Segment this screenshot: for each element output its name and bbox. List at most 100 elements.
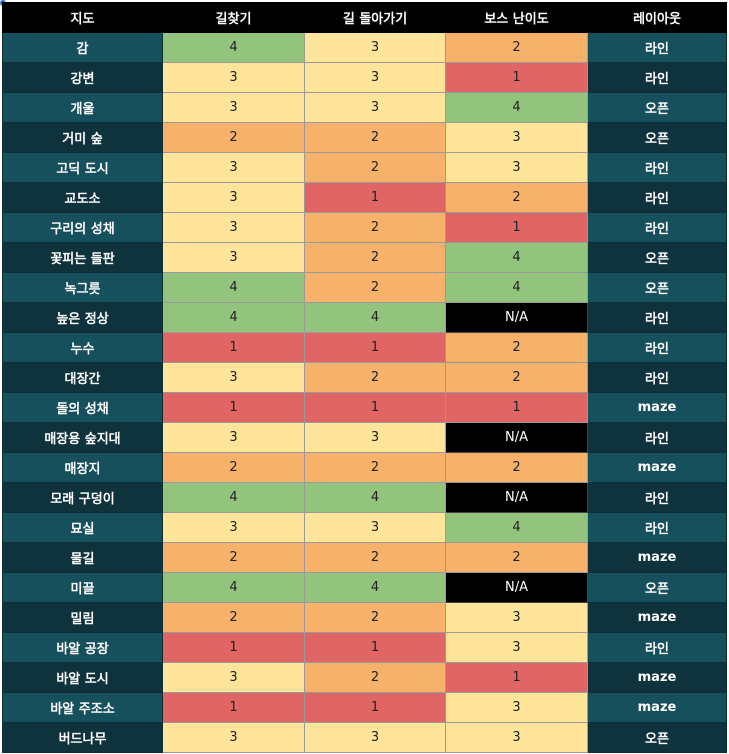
backtracking-cell[interactable]: 2 xyxy=(304,662,446,693)
map-cell[interactable]: 미끌 xyxy=(2,572,163,603)
layout-cell[interactable]: 라인 xyxy=(587,62,727,93)
pathfinding-cell[interactable]: 2 xyxy=(162,602,305,633)
backtracking-cell[interactable]: 3 xyxy=(304,32,446,63)
boss-difficulty-cell[interactable]: N/A xyxy=(445,302,588,333)
pathfinding-cell[interactable]: 1 xyxy=(162,392,305,423)
layout-cell[interactable]: 오픈 xyxy=(587,242,727,273)
pathfinding-cell[interactable]: 1 xyxy=(162,692,305,723)
pathfinding-cell[interactable]: 3 xyxy=(162,422,305,453)
pathfinding-cell[interactable]: 1 xyxy=(162,632,305,663)
header-backtracking[interactable]: 길 돌아가기 xyxy=(304,2,446,33)
map-cell[interactable]: 녹그릇 xyxy=(2,272,163,303)
boss-difficulty-cell[interactable]: 3 xyxy=(445,152,588,183)
backtracking-cell[interactable]: 1 xyxy=(304,182,446,213)
backtracking-cell[interactable]: 1 xyxy=(304,692,446,723)
boss-difficulty-cell[interactable]: N/A xyxy=(445,422,588,453)
layout-cell[interactable]: 오픈 xyxy=(587,122,727,153)
header-layout[interactable]: 레이아웃 xyxy=(587,2,727,33)
backtracking-cell[interactable]: 1 xyxy=(304,392,446,423)
map-cell[interactable]: 매장용 숲지대 xyxy=(2,422,163,453)
boss-difficulty-cell[interactable]: N/A xyxy=(445,572,588,603)
boss-difficulty-cell[interactable]: 2 xyxy=(445,182,588,213)
pathfinding-cell[interactable]: 3 xyxy=(162,62,305,93)
layout-cell[interactable]: maze xyxy=(587,392,727,423)
header-map[interactable]: 지도 xyxy=(2,2,163,33)
backtracking-cell[interactable]: 2 xyxy=(304,272,446,303)
boss-difficulty-cell[interactable]: 4 xyxy=(445,272,588,303)
map-cell[interactable]: 돌의 성채 xyxy=(2,392,163,423)
layout-cell[interactable]: 라인 xyxy=(587,212,727,243)
pathfinding-cell[interactable]: 3 xyxy=(162,242,305,273)
map-cell[interactable]: 강변 xyxy=(2,62,163,93)
map-cell[interactable]: 버드나무 xyxy=(2,722,163,753)
layout-cell[interactable]: 라인 xyxy=(587,512,727,543)
header-pathfinding[interactable]: 길찾기 xyxy=(162,2,305,33)
map-cell[interactable]: 구리의 성채 xyxy=(2,212,163,243)
pathfinding-cell[interactable]: 4 xyxy=(162,302,305,333)
layout-cell[interactable]: 라인 xyxy=(587,422,727,453)
boss-difficulty-cell[interactable]: 2 xyxy=(445,32,588,63)
layout-cell[interactable]: 라인 xyxy=(587,362,727,393)
boss-difficulty-cell[interactable]: 2 xyxy=(445,452,588,483)
pathfinding-cell[interactable]: 3 xyxy=(162,512,305,543)
map-cell[interactable]: 바알 공장 xyxy=(2,632,163,663)
pathfinding-cell[interactable]: 4 xyxy=(162,32,305,63)
boss-difficulty-cell[interactable]: 1 xyxy=(445,662,588,693)
backtracking-cell[interactable]: 3 xyxy=(304,512,446,543)
pathfinding-cell[interactable]: 3 xyxy=(162,92,305,123)
boss-difficulty-cell[interactable]: 2 xyxy=(445,542,588,573)
layout-cell[interactable]: 라인 xyxy=(587,332,727,363)
backtracking-cell[interactable]: 2 xyxy=(304,542,446,573)
backtracking-cell[interactable]: 2 xyxy=(304,212,446,243)
boss-difficulty-cell[interactable]: 4 xyxy=(445,92,588,123)
layout-cell[interactable]: maze xyxy=(587,452,727,483)
backtracking-cell[interactable]: 3 xyxy=(304,422,446,453)
map-cell[interactable]: 대장간 xyxy=(2,362,163,393)
boss-difficulty-cell[interactable]: 3 xyxy=(445,602,588,633)
boss-difficulty-cell[interactable]: 2 xyxy=(445,362,588,393)
map-cell[interactable]: 감 xyxy=(2,32,163,63)
backtracking-cell[interactable]: 2 xyxy=(304,362,446,393)
map-cell[interactable]: 물길 xyxy=(2,542,163,573)
backtracking-cell[interactable]: 3 xyxy=(304,722,446,753)
map-cell[interactable]: 바알 주조소 xyxy=(2,692,163,723)
pathfinding-cell[interactable]: 3 xyxy=(162,362,305,393)
layout-cell[interactable]: maze xyxy=(587,542,727,573)
pathfinding-cell[interactable]: 3 xyxy=(162,722,305,753)
map-cell[interactable]: 교도소 xyxy=(2,182,163,213)
layout-cell[interactable]: 라인 xyxy=(587,302,727,333)
pathfinding-cell[interactable]: 4 xyxy=(162,482,305,513)
backtracking-cell[interactable]: 2 xyxy=(304,452,446,483)
map-cell[interactable]: 거미 숲 xyxy=(2,122,163,153)
map-cell[interactable]: 누수 xyxy=(2,332,163,363)
layout-cell[interactable]: maze xyxy=(587,692,727,723)
pathfinding-cell[interactable]: 3 xyxy=(162,212,305,243)
layout-cell[interactable]: 오픈 xyxy=(587,572,727,603)
map-cell[interactable]: 고딕 도시 xyxy=(2,152,163,183)
boss-difficulty-cell[interactable]: 3 xyxy=(445,692,588,723)
pathfinding-cell[interactable]: 4 xyxy=(162,572,305,603)
layout-cell[interactable]: 오픈 xyxy=(587,272,727,303)
pathfinding-cell[interactable]: 3 xyxy=(162,152,305,183)
backtracking-cell[interactable]: 1 xyxy=(304,332,446,363)
layout-cell[interactable]: 라인 xyxy=(587,482,727,513)
backtracking-cell[interactable]: 4 xyxy=(304,572,446,603)
backtracking-cell[interactable]: 2 xyxy=(304,602,446,633)
map-cell[interactable]: 매장지 xyxy=(2,452,163,483)
header-boss-difficulty[interactable]: 보스 난이도 xyxy=(445,2,588,33)
layout-cell[interactable]: 오픈 xyxy=(587,722,727,753)
map-cell[interactable]: 모래 구덩이 xyxy=(2,482,163,513)
pathfinding-cell[interactable]: 1 xyxy=(162,332,305,363)
pathfinding-cell[interactable]: 2 xyxy=(162,452,305,483)
pathfinding-cell[interactable]: 3 xyxy=(162,182,305,213)
layout-cell[interactable]: 오픈 xyxy=(587,92,727,123)
boss-difficulty-cell[interactable]: 2 xyxy=(445,332,588,363)
map-cell[interactable]: 개울 xyxy=(2,92,163,123)
backtracking-cell[interactable]: 3 xyxy=(304,92,446,123)
boss-difficulty-cell[interactable]: N/A xyxy=(445,482,588,513)
boss-difficulty-cell[interactable]: 1 xyxy=(445,392,588,423)
pathfinding-cell[interactable]: 2 xyxy=(162,122,305,153)
map-cell[interactable]: 높은 정상 xyxy=(2,302,163,333)
layout-cell[interactable]: maze xyxy=(587,662,727,693)
layout-cell[interactable]: 라인 xyxy=(587,152,727,183)
